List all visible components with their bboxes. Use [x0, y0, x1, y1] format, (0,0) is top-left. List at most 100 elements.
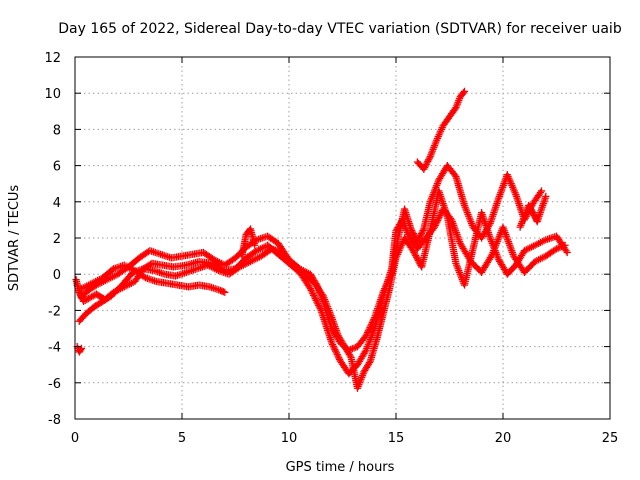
data-point [418, 228, 426, 236]
data-point [310, 293, 319, 301]
data-point [417, 231, 425, 239]
x-tick-label: 25 [602, 431, 619, 446]
data-point [361, 348, 369, 356]
data-point [414, 256, 422, 265]
data-point [77, 346, 85, 354]
x-tick-label: 20 [495, 431, 512, 446]
data-point [537, 187, 546, 195]
data-point [363, 330, 371, 338]
data-point [413, 255, 421, 263]
data-point [251, 241, 259, 249]
y-tick-label: 0 [53, 268, 61, 283]
data-point [552, 245, 561, 253]
data-point [459, 89, 468, 97]
y-tick-label: 10 [44, 87, 61, 102]
data-point [346, 352, 354, 360]
x-axis-label: GPS time / hours [286, 460, 395, 475]
data-point [425, 154, 434, 162]
data-point [413, 238, 421, 246]
data-point [542, 192, 550, 200]
data-point [364, 328, 372, 337]
series-6 [238, 225, 259, 260]
axis-layer: 0 5 10 15 20 25 -8 -6 -4 -2 0 2 4 6 8 10 12 [44, 51, 618, 446]
data-point [328, 339, 336, 347]
data-point [334, 352, 342, 360]
series-4 [77, 261, 229, 296]
data-point [422, 160, 430, 169]
data-point [432, 220, 440, 228]
data-point [311, 295, 319, 303]
data-point [436, 212, 444, 220]
data-point [424, 157, 432, 165]
data-point [335, 354, 343, 362]
data-point [312, 296, 320, 304]
data-point [313, 298, 321, 306]
y-tick-label: -6 [48, 377, 61, 392]
data-point [412, 251, 420, 260]
x-tick-label: 0 [71, 431, 79, 446]
data-point [365, 325, 373, 333]
data-point [332, 349, 341, 357]
data-point [423, 159, 431, 167]
data-point [366, 323, 374, 332]
data-point [420, 165, 428, 173]
data-point [369, 317, 377, 325]
data-point [367, 320, 376, 328]
y-tick-label: -2 [48, 304, 61, 319]
data-point [421, 162, 430, 170]
data-point [408, 228, 417, 236]
data-point [425, 156, 433, 164]
data-point [409, 247, 417, 255]
data-point [332, 347, 340, 355]
series-5 [413, 87, 469, 173]
data-point [408, 226, 416, 235]
data-point [307, 286, 315, 294]
data-point [536, 188, 545, 197]
data-point [414, 236, 422, 244]
data-point [140, 273, 148, 281]
data-point [419, 226, 427, 235]
data-layer [72, 87, 571, 392]
data-point [348, 345, 356, 353]
y-tick-label: -4 [48, 341, 61, 356]
data-point [417, 230, 426, 238]
data-point [416, 233, 424, 241]
data-point [221, 288, 229, 296]
data-point [367, 322, 375, 330]
data-point [407, 225, 415, 233]
data-point [368, 318, 376, 327]
data-point [421, 164, 429, 172]
data-point [329, 342, 337, 350]
data-point [563, 248, 571, 257]
data-point [77, 344, 86, 353]
x-tick-label: 5 [178, 431, 186, 446]
data-point [362, 332, 370, 340]
series-3 [75, 187, 571, 392]
data-point [310, 291, 318, 299]
data-point [410, 248, 418, 256]
data-point [309, 290, 317, 298]
data-point [434, 216, 442, 225]
x-tick-label: 15 [388, 431, 405, 446]
data-point [410, 231, 418, 239]
data-point [415, 234, 423, 243]
data-point [435, 213, 443, 221]
data-point [108, 266, 116, 274]
y-tick-label: 2 [53, 232, 61, 247]
data-point [364, 327, 372, 335]
y-tick-label: 12 [44, 51, 61, 66]
chart-title: Day 165 of 2022, Sidereal Day-to-day VTE… [58, 21, 622, 37]
data-point [409, 230, 417, 238]
data-point [308, 288, 316, 296]
data-point [330, 344, 338, 352]
data-point [370, 315, 378, 323]
data-point [306, 285, 314, 293]
y-tick-label: 8 [53, 123, 61, 138]
y-axis-label: SDTVAR / TECUs [7, 185, 22, 292]
data-point [333, 350, 341, 359]
data-point [412, 253, 421, 261]
y-tick-label: 6 [53, 160, 61, 175]
series-8 [516, 192, 550, 231]
